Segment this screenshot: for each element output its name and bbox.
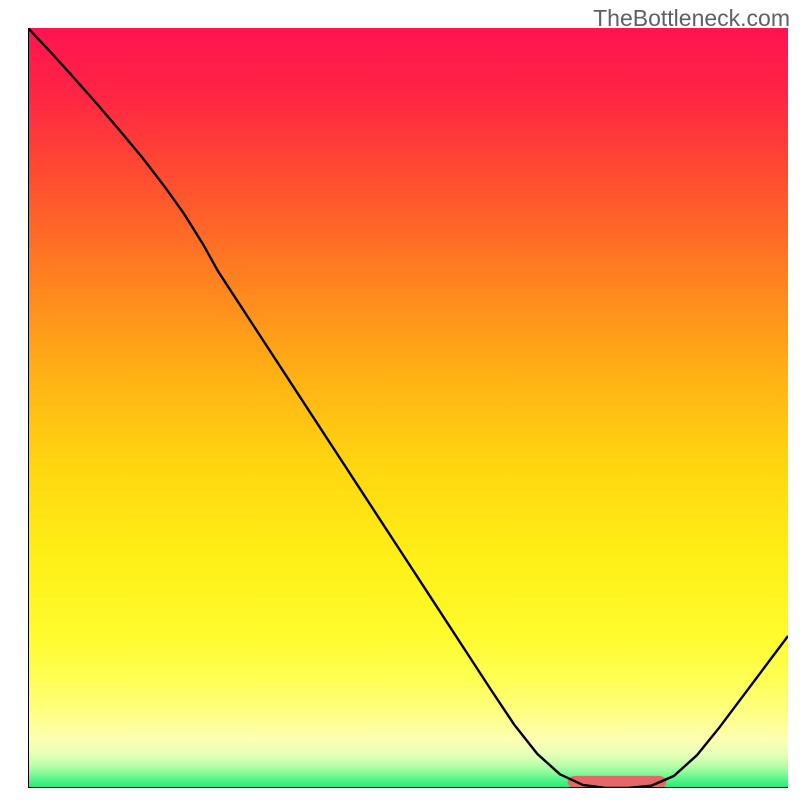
- plot-area: [28, 28, 788, 788]
- gradient-background: [28, 28, 788, 788]
- chart-container: TheBottleneck.com: [0, 0, 800, 800]
